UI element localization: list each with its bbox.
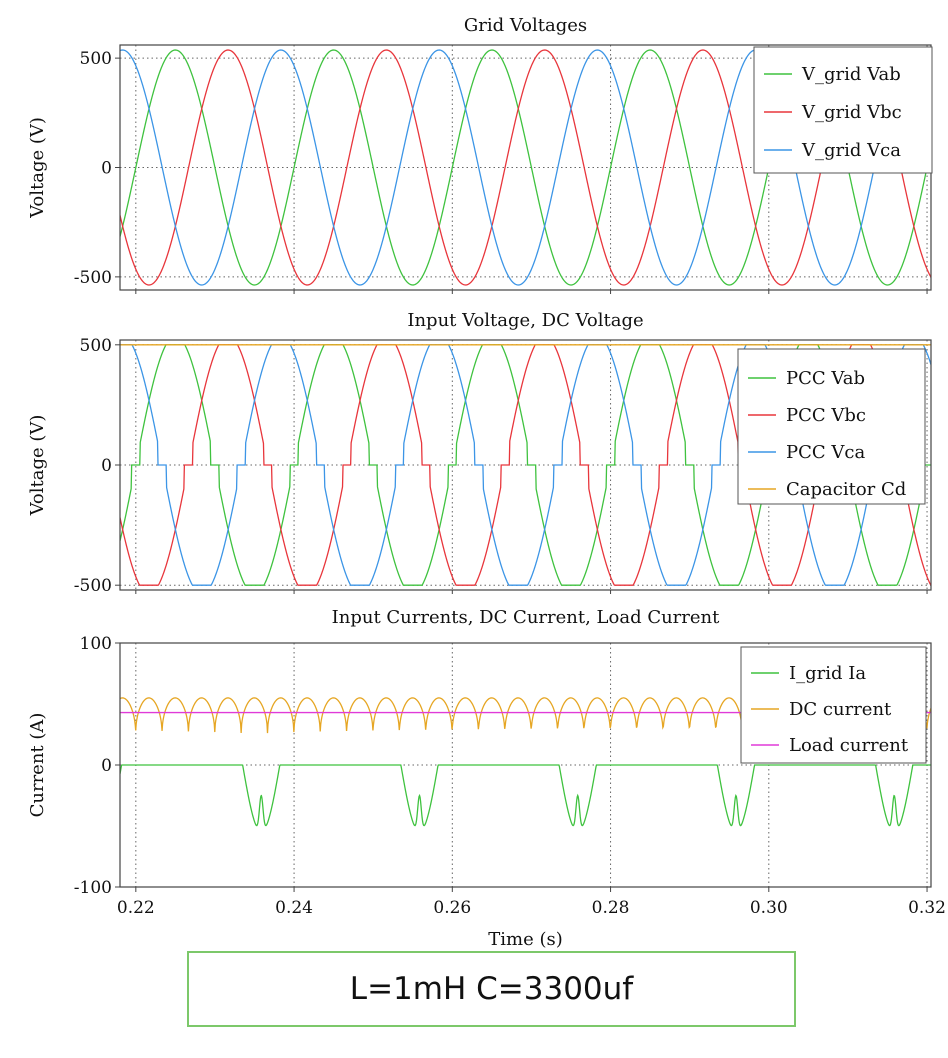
legend: PCC Vab PCC Vbc PCC Vca Capacitor Cd: [737, 348, 926, 505]
y-axis-label: Voltage (V): [27, 117, 48, 219]
legend-box: [740, 646, 927, 764]
y-tick-label: 0: [101, 159, 112, 179]
legend-label: V_grid Vca: [801, 140, 901, 161]
x-tick-label: 0.24: [275, 898, 313, 918]
panel-2-title: Input Voltage, DC Voltage: [407, 310, 643, 331]
y-tick-label: -500: [74, 268, 112, 288]
series-line-pcc-vbc: [120, 344, 931, 586]
legend-label: PCC Vca: [786, 442, 865, 463]
legend-label: I_grid Ia: [789, 663, 866, 684]
x-tick-label: 0.30: [750, 898, 788, 918]
x-axis-label: Time (s): [488, 929, 563, 950]
legend-box: [753, 46, 933, 174]
figure: Grid Voltages 500 0 -500 Voltage (V) V_grid V…: [27, 15, 946, 950]
y-axis-label: Voltage (V): [27, 415, 48, 517]
y-tick-label: -500: [74, 576, 112, 596]
y-tick-label: 500: [80, 49, 112, 69]
legend: V_grid Vab V_grid Vbc V_grid Vca: [753, 46, 933, 174]
legend: I_grid Ia DC current Load current: [740, 646, 927, 764]
series-line-i-grid-ia: [120, 764, 931, 827]
panel-2: Input Voltage, DC Voltage 500 0 -500 Voltage…: [27, 310, 932, 596]
caption-text: L=1mH C=3300uf: [349, 971, 634, 1007]
y-tick-label: 500: [80, 336, 112, 356]
panel-1: Grid Voltages 500 0 -500 Voltage (V) V_grid V…: [27, 15, 933, 294]
y-tick-label: 0: [101, 456, 112, 476]
caption-box: L=1mH C=3300uf: [187, 951, 796, 1027]
legend-label: Load current: [789, 735, 909, 756]
x-tick-label: 0.28: [592, 898, 630, 918]
panel-1-title: Grid Voltages: [464, 15, 587, 36]
legend-label: PCC Vab: [786, 368, 865, 389]
series-line-v-grid-vbc: [120, 49, 931, 286]
y-tick-label: 0: [101, 756, 112, 776]
x-tick-label: 0.22: [117, 898, 155, 918]
y-tick-label: 100: [80, 634, 112, 654]
legend-label: DC current: [789, 699, 892, 720]
panel-3-title: Input Currents, DC Current, Load Current: [332, 607, 721, 628]
legend-box: [737, 348, 926, 505]
x-tick-label: 0.32: [908, 898, 946, 918]
legend-label: V_grid Vbc: [801, 102, 902, 123]
legend-label: PCC Vbc: [786, 405, 866, 426]
x-tick-label: 0.26: [433, 898, 471, 918]
y-axis-label: Current (A): [27, 713, 48, 818]
legend-label: V_grid Vab: [801, 64, 901, 85]
y-tick-label: -100: [74, 878, 112, 898]
legend-label: Capacitor Cd: [786, 479, 906, 500]
panel-3: Input Currents, DC Current, Load Current…: [27, 607, 946, 950]
